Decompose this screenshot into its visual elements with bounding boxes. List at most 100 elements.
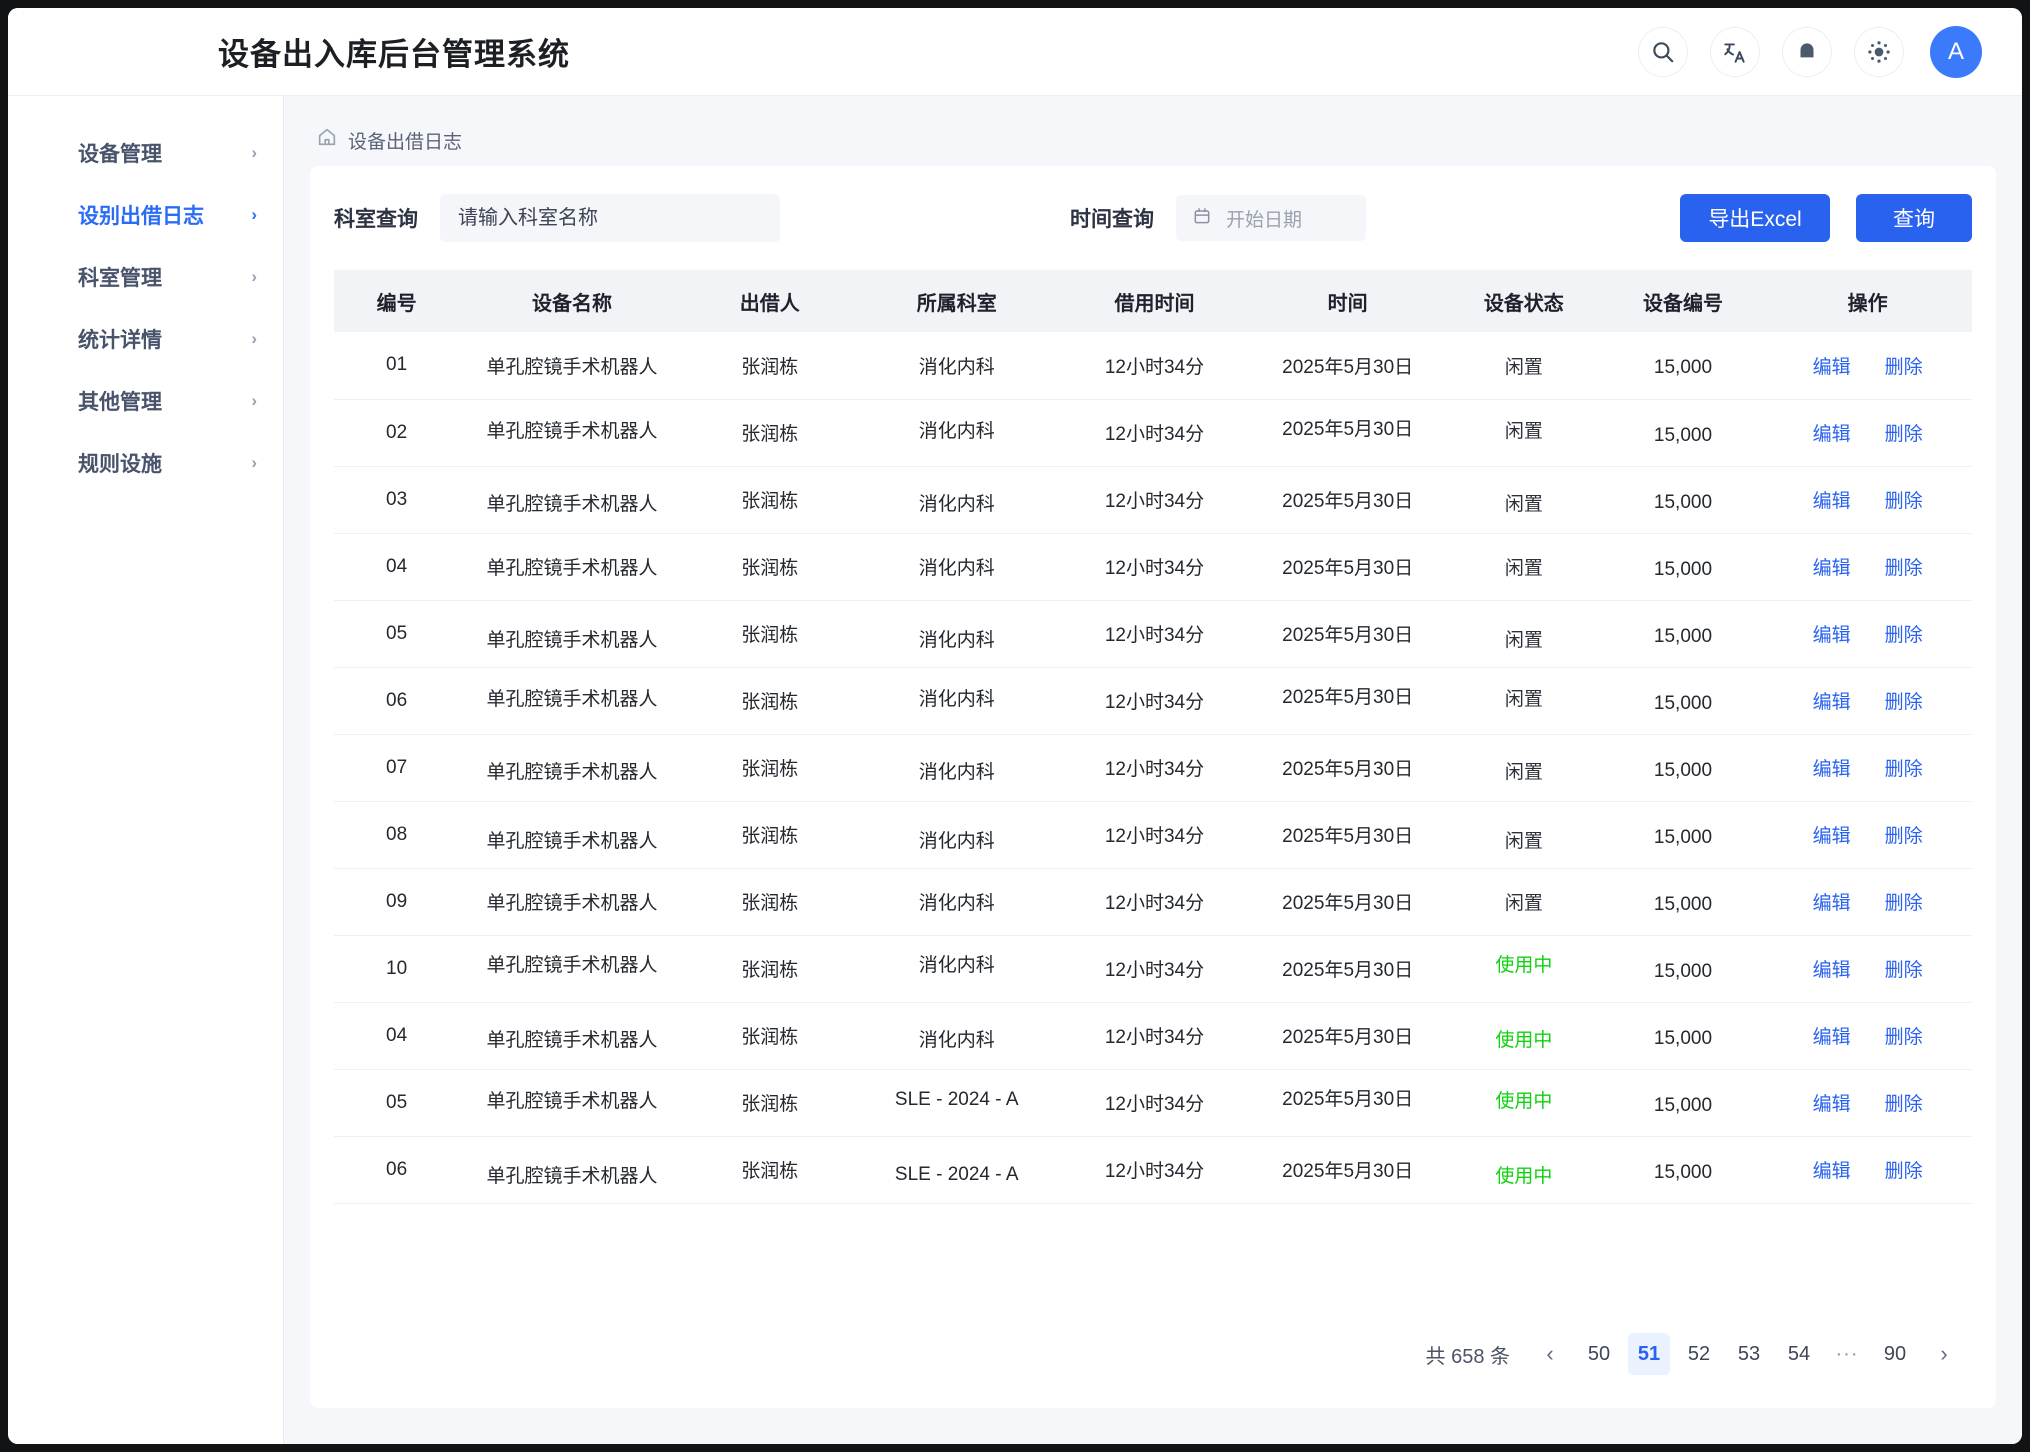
search-icon[interactable] (1638, 26, 1688, 77)
row-cell-dept-text: 消化内科 (918, 630, 995, 651)
delete-link[interactable]: 删除 (1884, 826, 1923, 847)
export-excel-button[interactable]: 导出Excel (1680, 194, 1830, 242)
edit-link[interactable]: 编辑 (1812, 960, 1851, 981)
dept-search-input[interactable] (440, 194, 780, 242)
row-cell-status: 闲置 (1445, 399, 1603, 467)
row-cell-dept: SLE - 2024 - A (854, 1136, 1059, 1204)
delete-link[interactable]: 删除 (1884, 893, 1923, 914)
row-cell-duration: 12小时34分 (1058, 533, 1251, 601)
loan-log-table: 编号 设备名称 出借人 所属科室 借用时间 时间 设备状态 设备编号 操作 (334, 270, 1972, 1204)
row-cell-name-text: 单孔腔镜手术机器人 (486, 356, 658, 378)
row-cell-date-text: 2025年5月30日 (1282, 491, 1414, 512)
delete-link[interactable]: 删除 (1884, 1094, 1923, 1115)
edit-link[interactable]: 编辑 (1812, 625, 1851, 646)
pagination-page-53[interactable]: 53 (1737, 1342, 1761, 1365)
row-cell-date-text: 2025年5月30日 (1282, 1089, 1414, 1110)
delete-link[interactable]: 删除 (1884, 1027, 1923, 1048)
pagination-page-52[interactable]: 52 (1687, 1342, 1711, 1365)
row-cell-code: 15,000 (1602, 1136, 1764, 1204)
sidebar-item-department-management[interactable]: 科室管理 › (8, 246, 283, 308)
sidebar-item-label: 其他管理 (78, 391, 162, 414)
row-cell-code: 15,000 (1602, 332, 1764, 400)
edit-link[interactable]: 编辑 (1812, 558, 1851, 579)
pagination-last-page[interactable]: 90 (1883, 1342, 1907, 1365)
edit-link[interactable]: 编辑 (1812, 1094, 1851, 1115)
row-cell-code-text: 15,000 (1653, 960, 1713, 982)
row-cell-lender: 张润栋 (684, 533, 855, 601)
avatar[interactable]: A (1930, 25, 1982, 78)
table-row: 06 单孔腔镜手术机器人 张润栋 消化内科 12小时34分 2025年5月30日 闲置 15,… (334, 667, 1972, 735)
row-cell-code-text: 15,000 (1653, 1161, 1713, 1183)
edit-link[interactable]: 编辑 (1812, 491, 1851, 512)
row-cell-duration-text: 12小时34分 (1104, 625, 1205, 646)
chevron-right-icon: › (251, 391, 257, 410)
row-cell-date: 2025年5月30日 (1250, 600, 1446, 668)
home-icon[interactable] (316, 126, 338, 154)
query-button[interactable]: 查询 (1856, 194, 1972, 242)
delete-link[interactable]: 删除 (1884, 692, 1923, 713)
delete-link[interactable]: 删除 (1884, 625, 1923, 646)
sidebar-item-device-management[interactable]: 设备管理 › (8, 122, 283, 184)
row-cell-status: 闲置 (1445, 332, 1603, 400)
sidebar-item-loan-log[interactable]: 设别出借日志 › (8, 184, 283, 246)
delete-link[interactable]: 删除 (1884, 759, 1923, 780)
row-cell-id-text: 02 (386, 421, 408, 443)
translate-icon[interactable] (1710, 26, 1760, 77)
row-cell-status: 闲置 (1445, 600, 1603, 668)
col-header-status: 设备状态 (1445, 270, 1603, 332)
pagination-ellipsis[interactable]: ··· (1835, 1342, 1859, 1365)
row-cell-ops: 编辑 删除 (1763, 533, 1972, 601)
sidebar-item-statistics[interactable]: 统计详情 › (8, 308, 283, 370)
row-cell-lender: 张润栋 (684, 868, 855, 936)
row-cell-id-text: 01 (386, 354, 408, 376)
header-toolbar: A (1638, 25, 1982, 78)
row-cell-duration: 12小时34分 (1058, 868, 1251, 936)
row-cell-id-text: 03 (386, 488, 408, 510)
bell-icon[interactable] (1782, 26, 1832, 77)
sidebar-item-other-management[interactable]: 其他管理 › (8, 370, 283, 432)
pagination-page-51[interactable]: 51 (1628, 1333, 1670, 1375)
delete-link[interactable]: 删除 (1884, 491, 1923, 512)
row-cell-code-text: 15,000 (1653, 1094, 1713, 1116)
pagination-page-50[interactable]: 50 (1587, 1342, 1611, 1365)
edit-link[interactable]: 编辑 (1812, 893, 1851, 914)
edit-link[interactable]: 编辑 (1812, 424, 1851, 445)
row-cell-duration-text: 12小时34分 (1104, 558, 1205, 579)
edit-link[interactable]: 编辑 (1812, 1161, 1851, 1182)
edit-link[interactable]: 编辑 (1812, 692, 1851, 713)
delete-link[interactable]: 删除 (1884, 558, 1923, 579)
start-date-input[interactable]: 开始日期 (1176, 195, 1366, 241)
pagination-next-button[interactable]: › (1940, 1341, 1948, 1366)
row-cell-id-text: 04 (386, 1024, 408, 1046)
sidebar: 设备管理 › 设别出借日志 › 科室管理 › 统计详情 › 其他管理 › 规则设… (8, 96, 284, 1444)
row-cell-date: 2025年5月30日 (1250, 1136, 1446, 1204)
row-cell-duration-text: 12小时34分 (1104, 1161, 1205, 1182)
row-cell-date-text: 2025年5月30日 (1282, 826, 1414, 847)
edit-link[interactable]: 编辑 (1812, 1027, 1851, 1048)
edit-link[interactable]: 编辑 (1812, 759, 1851, 780)
edit-link[interactable]: 编辑 (1812, 826, 1851, 847)
brightness-icon[interactable] (1854, 26, 1904, 77)
row-cell-name: 单孔腔镜手术机器人 (459, 533, 685, 601)
row-cell-lender-text: 张润栋 (741, 893, 799, 914)
row-cell-date-text: 2025年5月30日 (1282, 356, 1414, 378)
delete-link[interactable]: 删除 (1884, 424, 1923, 445)
row-cell-code-text: 15,000 (1653, 558, 1713, 580)
pagination-prev-button[interactable]: ‹ (1546, 1341, 1554, 1366)
row-cell-status-text: 使用中 (1495, 1166, 1553, 1187)
delete-link[interactable]: 删除 (1884, 1161, 1923, 1182)
app-body: 设备管理 › 设别出借日志 › 科室管理 › 统计详情 › 其他管理 › 规则设… (8, 96, 2022, 1444)
row-cell-ops: 编辑 删除 (1763, 801, 1972, 869)
delete-link[interactable]: 删除 (1884, 356, 1923, 378)
delete-link[interactable]: 删除 (1884, 960, 1923, 981)
sidebar-item-rule-settings[interactable]: 规则设施 › (8, 432, 283, 494)
breadcrumb: 设备出借日志 (310, 114, 1996, 166)
pagination-page-54[interactable]: 54 (1787, 1342, 1811, 1365)
dept-filter-group: 科室查询 (334, 194, 780, 242)
col-header-ops: 操作 (1763, 270, 1972, 332)
row-cell-status-text: 闲置 (1504, 421, 1543, 442)
row-cell-code-text: 15,000 (1653, 625, 1713, 647)
edit-link[interactable]: 编辑 (1812, 356, 1851, 378)
row-cell-duration: 12小时34分 (1058, 935, 1251, 1003)
row-cell-name: 单孔腔镜手术机器人 (459, 466, 685, 534)
